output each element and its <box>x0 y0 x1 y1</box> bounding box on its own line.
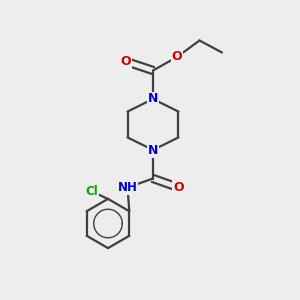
Text: O: O <box>173 181 184 194</box>
Text: O: O <box>121 55 131 68</box>
Text: N: N <box>148 143 158 157</box>
Text: N: N <box>148 92 158 106</box>
Text: O: O <box>172 50 182 64</box>
Text: NH: NH <box>118 181 137 194</box>
Text: Cl: Cl <box>85 185 98 198</box>
